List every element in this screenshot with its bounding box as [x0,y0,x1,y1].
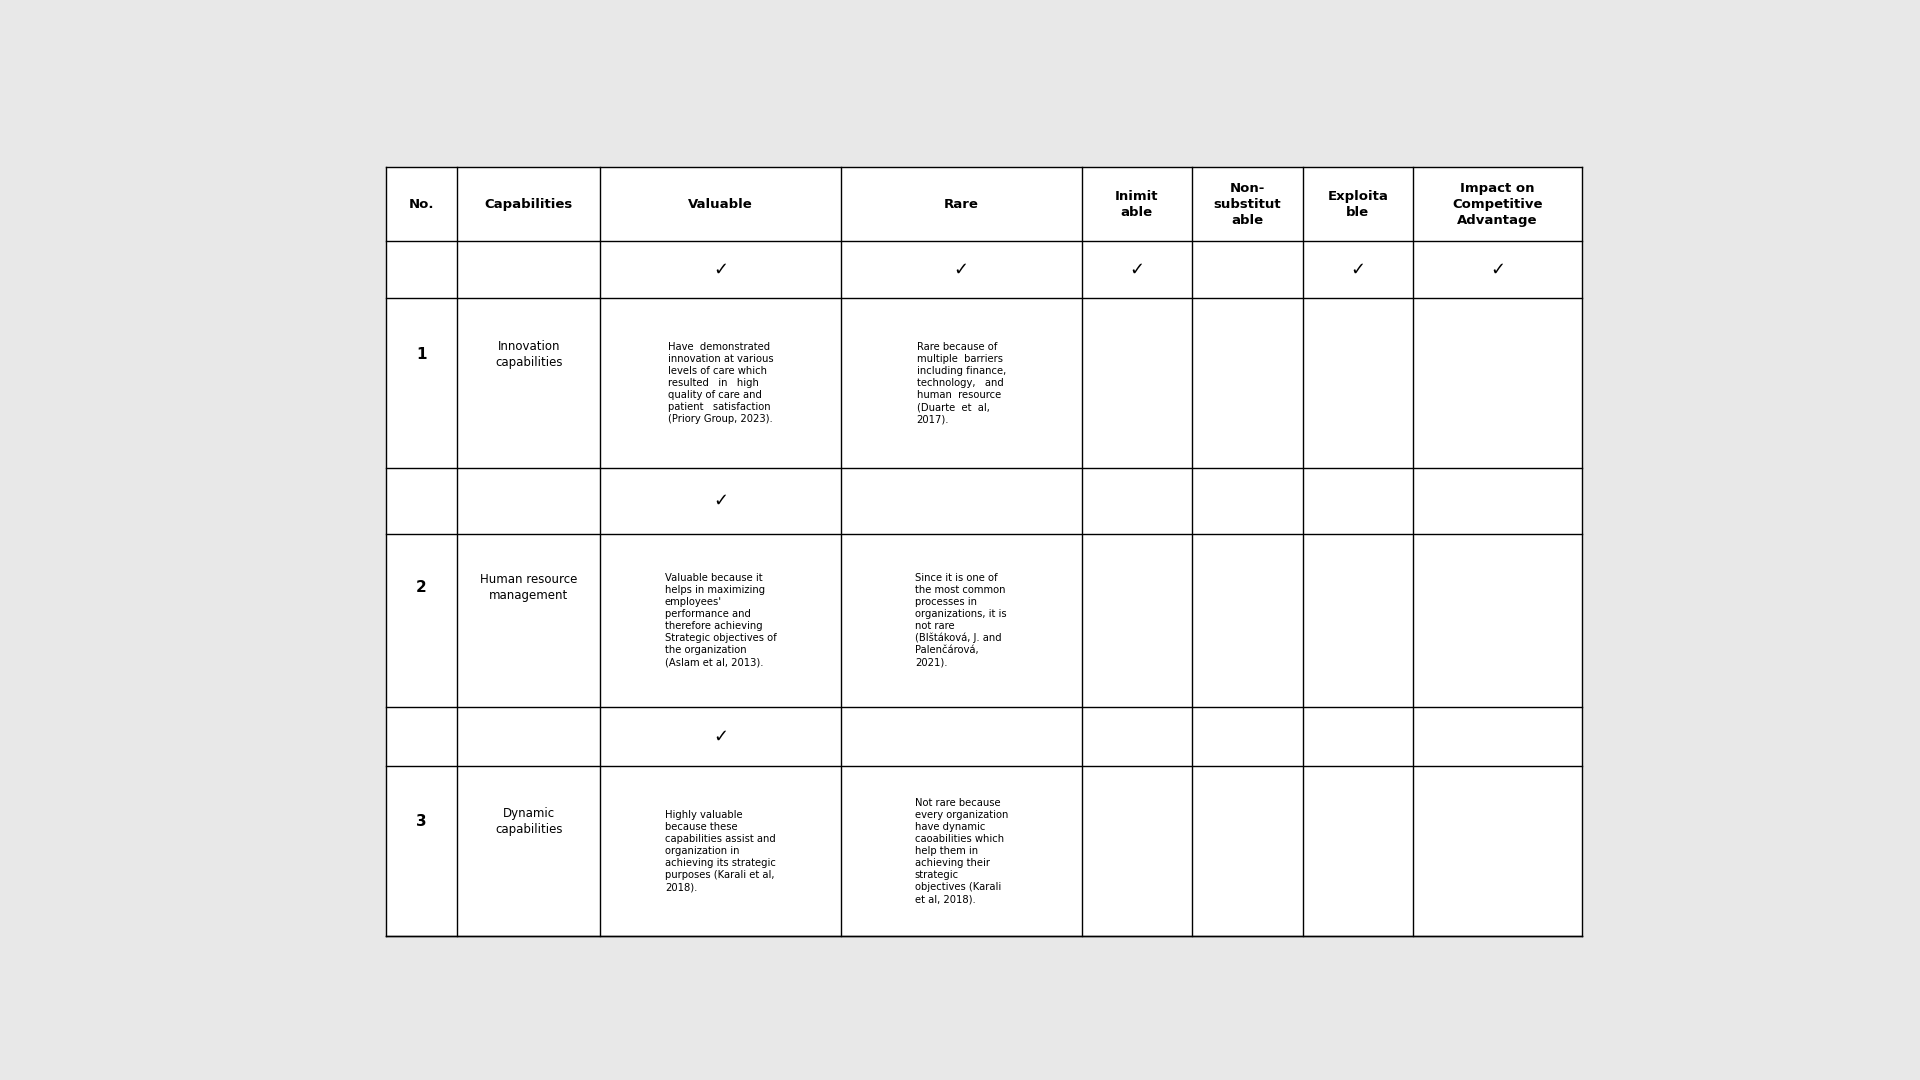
Text: Impact on
Competitive
Advantage: Impact on Competitive Advantage [1452,181,1544,227]
Bar [386,167,1582,936]
Text: Valuable: Valuable [687,198,753,211]
Text: ✓: ✓ [1490,260,1505,279]
Text: ✓: ✓ [1129,260,1144,279]
Text: Non-
substitut
able: Non- substitut able [1213,181,1281,227]
Text: 3: 3 [417,814,426,829]
Text: Highly valuable
because these
capabilities assist and
organization in
achieving : Highly valuable because these capabiliti… [664,810,776,892]
Text: Innovation
capabilities: Innovation capabilities [495,340,563,369]
Text: Rare because of
multiple  barriers
including finance,
technology,   and
human  r: Rare because of multiple barriers includ… [916,342,1006,424]
Text: Have  demonstrated
innovation at various
levels of care which
resulted   in   hi: Have demonstrated innovation at various … [668,342,774,424]
Text: ✓: ✓ [954,260,970,279]
Text: 1: 1 [417,348,426,362]
Text: Capabilities: Capabilities [484,198,572,211]
Text: ✓: ✓ [1350,260,1365,279]
Text: Since it is one of
the most common
processes in
organizations, it is
not rare
(B: Since it is one of the most common proce… [916,572,1008,667]
Text: Rare: Rare [945,198,979,211]
Text: No.: No. [409,198,434,211]
Text: Human resource
management: Human resource management [480,572,578,602]
Text: ✓: ✓ [712,727,728,745]
Text: 2: 2 [417,580,426,595]
Text: Not rare because
every organization
have dynamic
caoabilities which
help them in: Not rare because every organization have… [914,798,1008,904]
Text: Dynamic
capabilities: Dynamic capabilities [495,807,563,836]
Text: Inimit
able: Inimit able [1116,190,1158,218]
Text: ✓: ✓ [712,492,728,510]
Text: ✓: ✓ [712,260,728,279]
Text: Exploita
ble: Exploita ble [1327,190,1388,218]
Text: Valuable because it
helps in maximizing
employees'
performance and
therefore ach: Valuable because it helps in maximizing … [664,573,776,667]
